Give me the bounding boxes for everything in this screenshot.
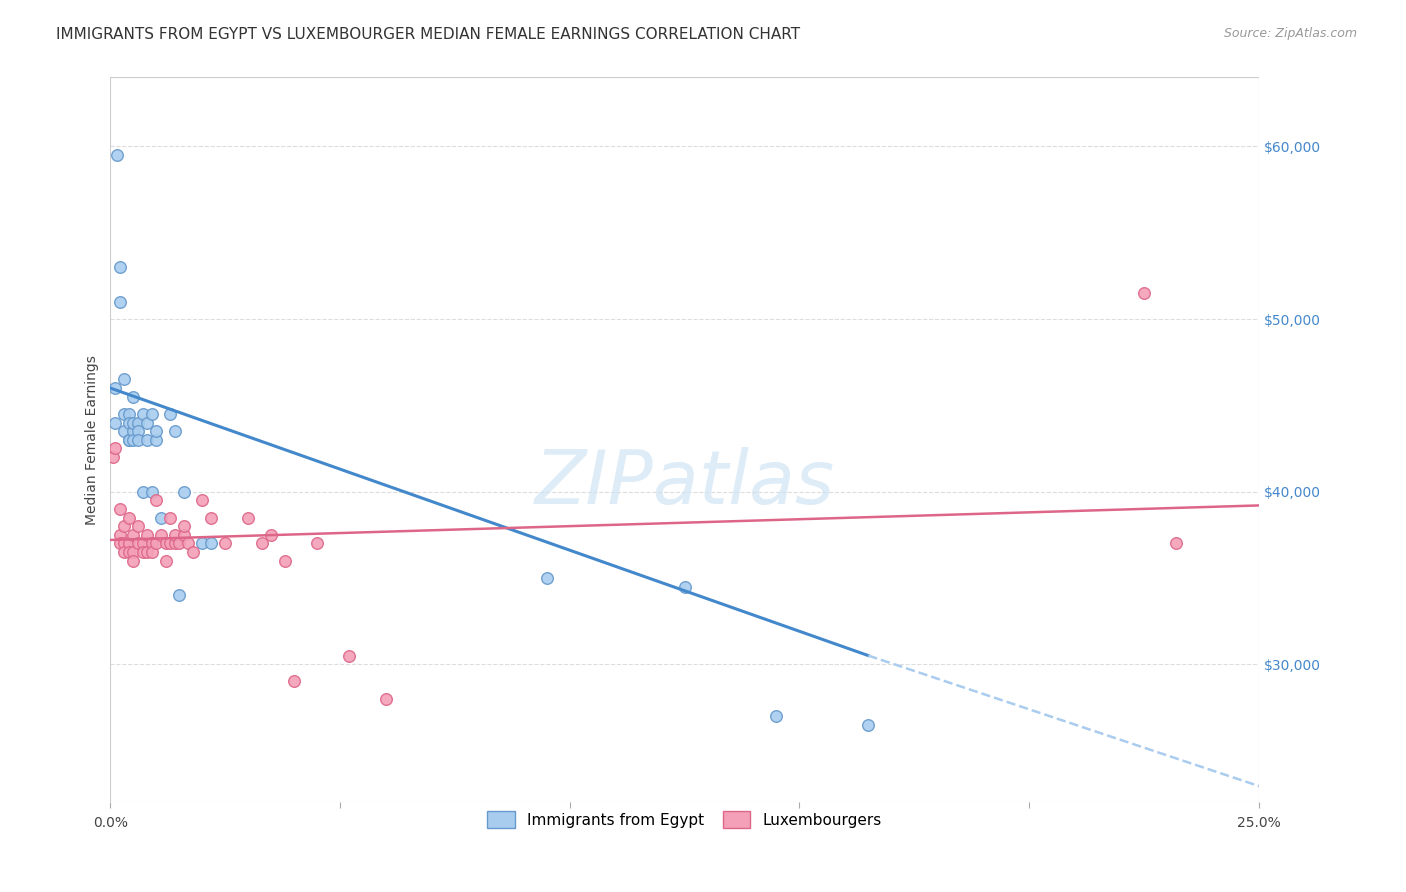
Point (118, 545, 141, 559)
Point (765, 709, 787, 723)
Point (131, 407, 153, 421)
Point (136, 416, 159, 430)
Point (105, 148, 128, 162)
Point (673, 580, 696, 594)
Point (141, 484, 163, 499)
Point (122, 433, 145, 447)
Point (112, 536, 135, 550)
Point (375, 691, 398, 706)
Point (122, 528, 145, 542)
Point (536, 571, 558, 585)
Point (173, 484, 195, 499)
Point (858, 717, 880, 731)
Point (1133, 286, 1156, 301)
Point (112, 372, 135, 386)
Point (118, 510, 141, 524)
Point (131, 545, 153, 559)
Point (118, 407, 141, 421)
Point (163, 528, 186, 542)
Point (141, 407, 163, 421)
Point (145, 424, 167, 438)
Point (177, 536, 200, 550)
Point (136, 433, 159, 447)
Point (127, 536, 149, 550)
Point (122, 545, 145, 559)
Point (112, 424, 135, 438)
Point (250, 536, 273, 550)
Point (145, 433, 167, 447)
Point (104, 442, 127, 456)
Point (108, 294, 131, 309)
Point (112, 519, 135, 533)
Point (238, 510, 260, 524)
Point (191, 536, 214, 550)
Point (141, 536, 163, 550)
Point (131, 536, 153, 550)
Point (136, 528, 159, 542)
Point (200, 536, 222, 550)
Point (159, 407, 181, 421)
Point (122, 424, 145, 438)
Point (136, 545, 159, 559)
Point (112, 545, 135, 559)
Point (200, 510, 222, 524)
Point (112, 407, 135, 421)
Point (122, 416, 145, 430)
Y-axis label: Median Female Earnings: Median Female Earnings (86, 355, 100, 524)
Point (118, 433, 141, 447)
Point (214, 536, 236, 550)
Point (155, 554, 177, 568)
Legend: Immigrants from Egypt, Luxembourgers: Immigrants from Egypt, Luxembourgers (481, 805, 887, 835)
Point (159, 536, 181, 550)
Point (104, 381, 127, 395)
Point (131, 484, 153, 499)
Point (145, 536, 167, 550)
Point (163, 536, 186, 550)
Point (274, 554, 297, 568)
Point (108, 260, 131, 275)
Point (169, 588, 191, 602)
Point (159, 510, 181, 524)
Point (283, 674, 305, 689)
Text: IMMIGRANTS FROM EGYPT VS LUXEMBOURGER MEDIAN FEMALE EARNINGS CORRELATION CHART: IMMIGRANTS FROM EGYPT VS LUXEMBOURGER ME… (56, 27, 800, 42)
Point (127, 424, 149, 438)
Point (169, 536, 191, 550)
Point (108, 501, 131, 516)
Text: Source: ZipAtlas.com: Source: ZipAtlas.com (1223, 27, 1357, 40)
Point (141, 545, 163, 559)
Point (118, 433, 141, 447)
Point (149, 510, 172, 524)
Point (127, 519, 149, 533)
Point (307, 536, 329, 550)
Point (173, 528, 195, 542)
Point (191, 493, 214, 508)
Point (260, 528, 283, 542)
Point (118, 416, 141, 430)
Point (149, 528, 172, 542)
Point (101, 450, 124, 464)
Point (127, 416, 149, 430)
Point (122, 554, 145, 568)
Point (108, 528, 131, 542)
Point (122, 390, 145, 404)
Point (145, 493, 167, 508)
Point (337, 648, 360, 663)
Point (163, 424, 186, 438)
Point (181, 545, 204, 559)
Point (127, 433, 149, 447)
Point (173, 519, 195, 533)
Point (108, 536, 131, 550)
Point (1164, 536, 1187, 550)
Point (118, 536, 141, 550)
Text: ZIPatlas: ZIPatlas (534, 448, 835, 519)
Point (104, 416, 127, 430)
Point (155, 536, 177, 550)
